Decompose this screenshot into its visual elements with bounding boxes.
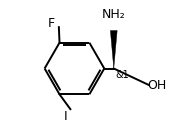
Text: &1: &1 xyxy=(116,70,129,80)
Text: F: F xyxy=(47,17,55,30)
Polygon shape xyxy=(110,31,117,68)
Text: I: I xyxy=(64,110,67,123)
Text: NH₂: NH₂ xyxy=(102,8,126,21)
Text: OH: OH xyxy=(147,79,166,92)
